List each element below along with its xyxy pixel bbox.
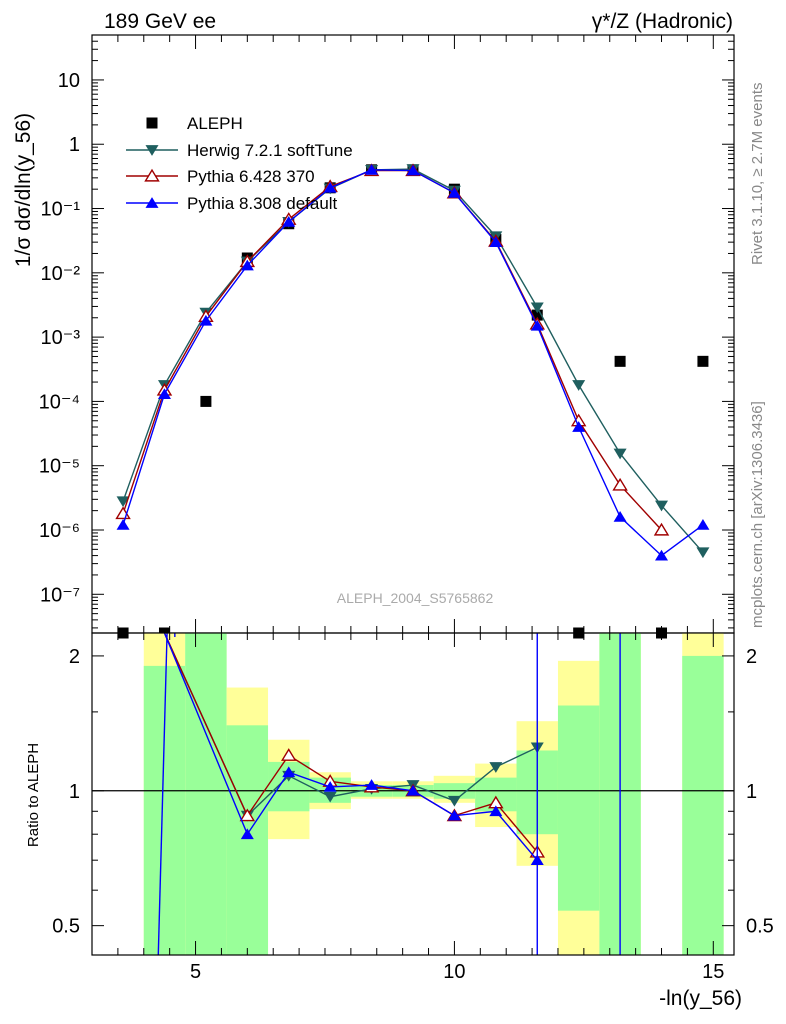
ratio-offscale-segment: [157, 632, 168, 956]
ratio-point: [406, 784, 420, 796]
ratio-tick-label: 1: [69, 781, 80, 803]
y-tick-label: 10⁻⁴: [39, 391, 80, 413]
data-point: [697, 355, 709, 367]
ratio-tick-label: 2: [69, 646, 80, 668]
mc-point: [323, 181, 337, 193]
y-tick-label: 1: [69, 134, 80, 156]
mc-point: [572, 380, 586, 391]
mc-point: [613, 448, 627, 460]
mc-point: [199, 314, 213, 326]
mc-point: [406, 164, 420, 176]
ratio-ylabel: Ratio to ALEPH: [25, 743, 42, 847]
mc-point: [530, 319, 544, 331]
process-label: γ*/Z (Hadronic): [592, 10, 733, 33]
uncertainty-band-inner: [557, 705, 600, 911]
y-tick-label: 10⁻²: [41, 263, 81, 285]
y-tick-label: 10⁻¹: [41, 199, 81, 221]
series-pythia8: [116, 163, 710, 561]
main-ylabel: 1/σ dσ/dln(y_56): [12, 113, 35, 267]
y-tick-label: 10⁻⁵: [39, 456, 80, 478]
legend-marker-herwig: [145, 145, 159, 156]
mc-point: [240, 259, 254, 271]
ratio-point: [280, 748, 297, 761]
legend-marker-pythia8: [145, 197, 159, 208]
ratio-point: [282, 766, 296, 778]
legend-label-data: ALEPH: [187, 114, 243, 133]
ratio-point: [239, 808, 256, 822]
mc-point: [489, 236, 503, 248]
y-tick-label: 10⁻⁶: [39, 520, 80, 542]
mc-point: [612, 477, 628, 491]
mc-point: [447, 187, 461, 198]
ratio-point: [447, 795, 461, 807]
mc-point: [530, 302, 544, 314]
y-tick-label: 10: [58, 70, 80, 92]
ratio-point: [240, 828, 254, 840]
mc-point: [116, 519, 130, 530]
ratio-point: [489, 805, 503, 817]
y-tick-label: 10⁻³: [41, 327, 81, 349]
ratio-series-pythia8: [163, 632, 544, 866]
mc-point: [282, 216, 296, 227]
legend-label-pythia8: Pythia 8.308 default: [187, 194, 338, 213]
x-tick-label: 15: [702, 961, 724, 983]
mc-point: [116, 496, 130, 508]
mc-point: [613, 511, 627, 522]
uncertainty-band-inner: [682, 655, 724, 955]
legend-label-herwig: Herwig 7.2.1 softTune: [187, 141, 353, 160]
ratio-tick-label-right: 1: [746, 781, 757, 803]
ratio-frame: [91, 632, 735, 956]
data-point: [531, 309, 543, 321]
legend-label-pythia6: Pythia 6.428 370: [187, 167, 315, 186]
data-point: [200, 395, 212, 407]
mc-point: [157, 388, 171, 399]
uncertainty-band-inner: [185, 633, 227, 955]
ratio-point: [489, 762, 503, 773]
analysis-watermark: ALEPH_2004_S5765862: [337, 590, 494, 606]
series-line-pythia6: [122, 169, 663, 531]
rivet-version-label: Rivet 3.1.10, ≥ 2.7M events: [749, 83, 766, 266]
series-pythia6: [115, 163, 670, 536]
legend: ALEPH Herwig 7.2.1 softTune Pythia 6.428 3…: [126, 114, 353, 213]
ratio-point: [365, 779, 379, 790]
mc-point: [655, 549, 669, 561]
ratio-tick-label-right: 2: [746, 646, 757, 668]
uncertainty-band-inner: [226, 725, 269, 955]
ratio-point: [447, 809, 461, 821]
ratio-point: [323, 781, 337, 792]
ratio-panel: 5 10 15 0.5 0.5 1 1 2 2: [52, 35, 774, 983]
series-data: [117, 164, 709, 639]
mc-point: [572, 421, 586, 432]
ratio-xlabel: -ln(y_56): [659, 987, 742, 1010]
mc-point: [696, 547, 710, 559]
legend-marker-data: [146, 117, 158, 129]
legend-marker-pythia6: [144, 168, 160, 182]
x-tick-label: 5: [190, 961, 201, 983]
mc-point: [696, 519, 710, 530]
ratio-tick-label: 0.5: [52, 916, 80, 938]
x-tick-label: 10: [443, 961, 465, 983]
ratio-point: [323, 791, 337, 803]
ratio-tick-label-right: 0.5: [746, 916, 774, 938]
mcplots-label: mcplots.cern.ch [arXiv:1306.3436]: [749, 401, 766, 628]
main-panel: 10 1 10⁻¹ 10⁻² 10⁻³ 10⁻⁴ 10⁻⁵ 10⁻⁶ 10⁻⁷: [39, 34, 735, 639]
mc-point: [655, 500, 669, 512]
data-point: [614, 355, 626, 367]
mc-point: [653, 522, 670, 536]
y-tick-label: 10⁻⁷: [40, 584, 80, 606]
energy-label: 189 GeV ee: [104, 10, 216, 33]
mc-point: [365, 163, 379, 175]
